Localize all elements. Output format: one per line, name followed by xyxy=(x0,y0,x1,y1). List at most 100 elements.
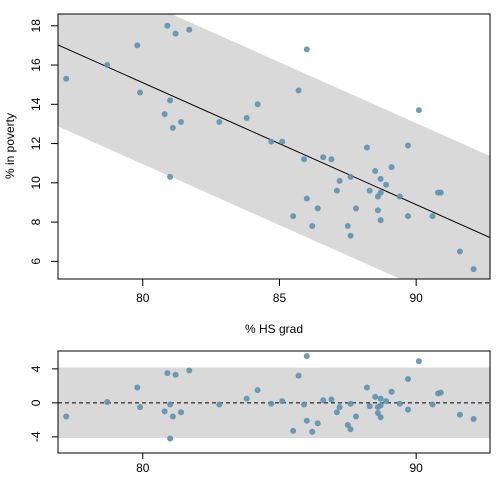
residual-point xyxy=(167,401,174,408)
residual-point xyxy=(104,399,111,405)
residual-point xyxy=(243,395,250,402)
data-point xyxy=(456,248,463,255)
data-point xyxy=(328,156,335,163)
x-tick-label: 80 xyxy=(136,291,150,305)
data-point xyxy=(372,168,379,175)
data-point xyxy=(404,213,411,220)
residual-point xyxy=(169,413,176,420)
residual-y-tick-label: -4 xyxy=(29,431,43,442)
residual-point xyxy=(186,367,193,374)
residual-point xyxy=(429,401,436,408)
residual-point xyxy=(172,371,179,378)
residual-point xyxy=(137,404,144,411)
data-point xyxy=(63,75,70,82)
residual-point xyxy=(363,384,370,391)
x-axis-label: % HS grad xyxy=(245,322,303,336)
residual-plot-frame xyxy=(57,350,491,454)
residual-point xyxy=(328,396,335,403)
data-point xyxy=(333,187,340,194)
data-point xyxy=(268,138,275,145)
residual-point xyxy=(164,370,171,377)
data-point xyxy=(134,42,141,49)
residual-point xyxy=(347,400,354,407)
data-point xyxy=(377,217,384,224)
residual-y-tick-label: 0 xyxy=(29,399,43,406)
data-point xyxy=(104,62,111,69)
y-axis: 6 8 10 12 14 16 18 xyxy=(29,19,58,265)
residual-point xyxy=(404,406,411,413)
data-point xyxy=(167,173,174,180)
residual-point xyxy=(374,410,381,417)
residual-x-tick-label: 80 xyxy=(136,461,150,475)
data-point xyxy=(344,223,351,229)
data-point xyxy=(216,118,223,125)
data-point xyxy=(303,46,310,53)
data-point xyxy=(161,111,168,118)
data-point xyxy=(366,187,373,194)
residual-point xyxy=(383,398,390,405)
residual-x-tick-label: 90 xyxy=(409,461,423,475)
residual-point xyxy=(404,376,411,383)
data-point xyxy=(290,213,297,220)
data-point xyxy=(347,173,354,180)
x-axis: 80 85 90 xyxy=(136,279,423,305)
residual-point xyxy=(366,403,373,410)
data-points xyxy=(63,22,477,273)
residual-point xyxy=(279,398,286,405)
residual-point xyxy=(314,420,321,427)
data-point xyxy=(309,223,316,229)
y-tick-label: 18 xyxy=(29,19,43,33)
residual-point xyxy=(377,395,384,402)
residual-point xyxy=(372,393,379,400)
residual-point xyxy=(290,427,297,434)
residual-point xyxy=(254,387,261,394)
residual-point xyxy=(167,435,174,442)
residual-point xyxy=(178,409,185,416)
data-point xyxy=(396,193,403,200)
residual-point xyxy=(295,372,302,379)
data-point xyxy=(347,232,354,239)
data-point xyxy=(303,195,310,202)
x-tick-label: 90 xyxy=(409,291,423,305)
data-point xyxy=(404,142,411,149)
data-point xyxy=(186,26,193,33)
residual-point xyxy=(470,416,477,422)
prediction-band xyxy=(58,14,490,279)
data-point xyxy=(320,154,327,161)
residual-point xyxy=(456,411,463,418)
residual-point xyxy=(377,414,384,421)
residual-point xyxy=(377,402,384,409)
residual-point xyxy=(134,384,141,391)
data-point xyxy=(363,144,370,151)
residual-point xyxy=(216,401,223,408)
scatter-chart-main: 80 85 90 6 8 10 12 14 16 18 % HS grad % in pover… xyxy=(3,13,491,336)
residual-points xyxy=(63,353,477,442)
y-tick-label: 6 xyxy=(29,258,43,265)
y-tick-label: 8 xyxy=(29,218,43,225)
residual-point xyxy=(347,426,354,433)
data-point xyxy=(374,207,381,214)
residual-point xyxy=(303,353,310,360)
data-point xyxy=(279,138,286,145)
residual-y-tick-label: 4 xyxy=(29,365,43,372)
x-tick-label: 85 xyxy=(273,291,287,305)
data-point xyxy=(429,213,436,220)
residual-point xyxy=(333,409,340,416)
residual-point xyxy=(301,401,308,408)
data-point xyxy=(388,164,395,171)
y-tick-label: 10 xyxy=(29,176,43,190)
data-point xyxy=(164,22,171,29)
residual-point xyxy=(344,421,351,428)
residual-point xyxy=(63,413,70,420)
data-point xyxy=(169,124,176,131)
data-point xyxy=(301,156,308,163)
data-point xyxy=(353,205,360,212)
residual-point xyxy=(353,413,360,420)
residual-point xyxy=(161,408,168,415)
y-tick-label: 12 xyxy=(29,137,43,151)
residual-point xyxy=(320,397,327,404)
data-point xyxy=(137,89,144,96)
data-point xyxy=(178,118,185,125)
scatter-chart-residuals: 80 90 4 0 -4 xyxy=(29,350,491,475)
